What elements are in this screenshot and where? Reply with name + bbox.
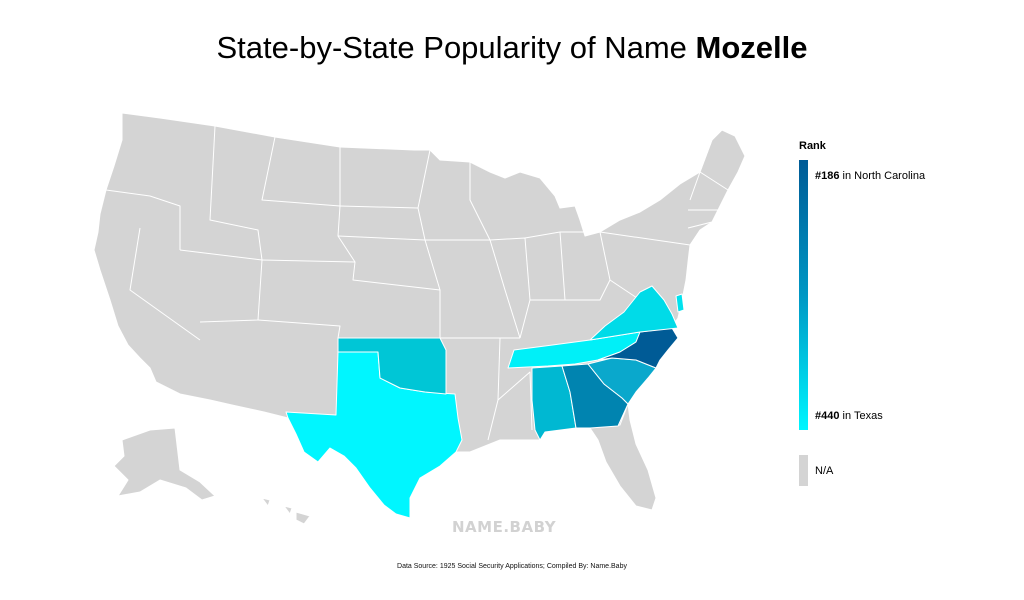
legend-bottom-rank: #440 [815, 410, 840, 422]
state-oklahoma [337, 337, 447, 395]
state-alaska [113, 427, 216, 501]
legend-gradient-bar [799, 160, 808, 430]
legend-bottom-text: in Texas [842, 410, 883, 422]
legend-na-label: N/A [815, 465, 834, 477]
title-name: Mozelle [695, 30, 808, 65]
watermark-logo: NAME.BABY [452, 518, 557, 536]
state-virginia [589, 285, 679, 341]
legend-na-swatch [799, 455, 808, 486]
title-prefix: State-by-State Popularity of Name [216, 30, 687, 65]
state-hawaii [261, 497, 311, 525]
legend-top-rank: #186 [815, 170, 840, 182]
legend-top-label: #186 in North Carolina [815, 170, 925, 182]
map-title: State-by-State Popularity of Name Mozell… [0, 30, 1024, 66]
data-source: Data Source: 1925 Social Security Applic… [397, 563, 627, 570]
legend-title: Rank [799, 140, 826, 152]
state-delaware [675, 293, 685, 313]
state-north-carolina [597, 327, 679, 369]
legend-top-text: in North Carolina [842, 170, 926, 182]
legend-bottom-label: #440 in Texas [815, 410, 883, 422]
